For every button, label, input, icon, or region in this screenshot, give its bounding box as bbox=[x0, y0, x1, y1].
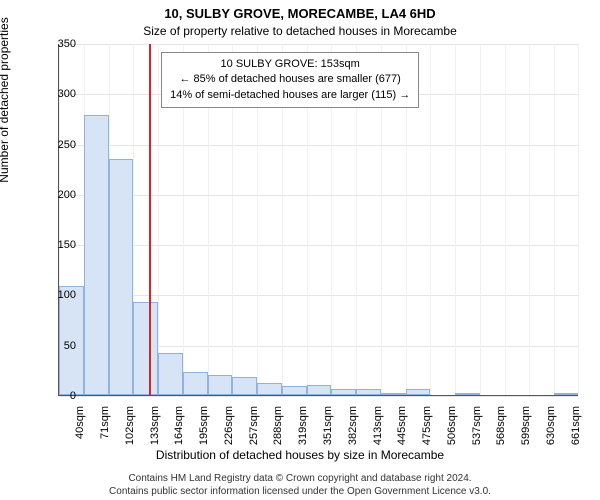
x-tick: 475sqm bbox=[421, 406, 433, 456]
histogram-bar bbox=[331, 389, 356, 395]
x-tick: 351sqm bbox=[322, 406, 334, 456]
gridline-v bbox=[430, 44, 431, 395]
gridline-h bbox=[59, 245, 578, 246]
x-tick: 568sqm bbox=[495, 406, 507, 456]
gridline-h bbox=[59, 44, 578, 45]
histogram-bar bbox=[208, 375, 233, 395]
chart-title-address: 10, SULBY GROVE, MORECAMBE, LA4 6HD bbox=[0, 6, 600, 21]
y-tick: 50 bbox=[36, 340, 76, 352]
plot-area: 10 SULBY GROVE: 153sqm ← 85% of detached… bbox=[58, 44, 578, 396]
x-tick: 319sqm bbox=[297, 406, 309, 456]
histogram-bar bbox=[356, 389, 381, 395]
x-tick: 599sqm bbox=[520, 406, 532, 456]
gridline-v bbox=[505, 44, 506, 395]
x-tick: 226sqm bbox=[223, 406, 235, 456]
x-tick: 537sqm bbox=[471, 406, 483, 456]
gridline-v bbox=[158, 44, 159, 395]
histogram-bar bbox=[406, 389, 431, 395]
histogram-bar bbox=[282, 386, 307, 395]
x-tick: 102sqm bbox=[124, 406, 136, 456]
gridline-h bbox=[59, 145, 578, 146]
x-tick: 195sqm bbox=[198, 406, 210, 456]
histogram-bar bbox=[307, 385, 332, 395]
gridline-v bbox=[554, 44, 555, 395]
histogram-bar bbox=[455, 393, 480, 395]
x-tick: 133sqm bbox=[149, 406, 161, 456]
x-tick: 506sqm bbox=[446, 406, 458, 456]
y-tick: 200 bbox=[36, 189, 76, 201]
y-axis-label: Number of detached properties bbox=[0, 0, 11, 250]
annotation-line3: 14% of semi-detached houses are larger (… bbox=[170, 88, 410, 103]
y-tick: 150 bbox=[36, 239, 76, 251]
histogram-bar bbox=[183, 372, 208, 395]
footer-line1: Contains HM Land Registry data © Crown c… bbox=[0, 472, 600, 485]
histogram-bar bbox=[257, 383, 282, 395]
y-tick: 250 bbox=[36, 139, 76, 151]
chart-title-subtitle: Size of property relative to detached ho… bbox=[0, 24, 600, 38]
histogram-bar bbox=[158, 353, 183, 395]
annotation-line2: ← 85% of detached houses are smaller (67… bbox=[170, 72, 410, 87]
gridline-h bbox=[59, 295, 578, 296]
x-tick: 288sqm bbox=[272, 406, 284, 456]
x-tick: 661sqm bbox=[570, 406, 582, 456]
x-tick: 382sqm bbox=[347, 406, 359, 456]
histogram-bar bbox=[232, 377, 257, 395]
annotation-line1: 10 SULBY GROVE: 153sqm bbox=[170, 57, 410, 72]
x-tick: 413sqm bbox=[372, 406, 384, 456]
footer-line2: Contains public sector information licen… bbox=[0, 485, 600, 498]
histogram-bar bbox=[554, 393, 579, 395]
y-tick: 350 bbox=[36, 38, 76, 50]
y-tick: 0 bbox=[36, 390, 76, 402]
gridline-v bbox=[455, 44, 456, 395]
histogram-bar bbox=[381, 393, 406, 395]
x-tick: 445sqm bbox=[396, 406, 408, 456]
y-tick: 300 bbox=[36, 88, 76, 100]
x-tick: 630sqm bbox=[545, 406, 557, 456]
gridline-h bbox=[59, 396, 578, 397]
x-tick: 164sqm bbox=[173, 406, 185, 456]
histogram-bar bbox=[133, 302, 158, 395]
y-tick: 100 bbox=[36, 289, 76, 301]
chart-container: 10, SULBY GROVE, MORECAMBE, LA4 6HD Size… bbox=[0, 0, 600, 500]
reference-marker bbox=[149, 44, 151, 395]
footer: Contains HM Land Registry data © Crown c… bbox=[0, 472, 600, 498]
x-tick: 257sqm bbox=[248, 406, 260, 456]
x-tick: 40sqm bbox=[74, 406, 86, 456]
gridline-v bbox=[480, 44, 481, 395]
x-tick: 71sqm bbox=[99, 406, 111, 456]
gridline-h bbox=[59, 195, 578, 196]
gridline-v bbox=[578, 44, 579, 395]
gridline-v bbox=[529, 44, 530, 395]
histogram-bar bbox=[109, 159, 134, 395]
annotation-box: 10 SULBY GROVE: 153sqm ← 85% of detached… bbox=[161, 52, 419, 108]
histogram-bar bbox=[84, 115, 109, 395]
